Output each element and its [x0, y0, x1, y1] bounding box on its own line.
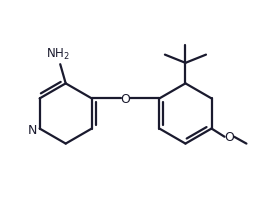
Text: O: O	[224, 131, 234, 144]
Text: O: O	[121, 92, 131, 105]
Text: N: N	[28, 124, 37, 137]
Text: NH$_2$: NH$_2$	[46, 47, 69, 62]
